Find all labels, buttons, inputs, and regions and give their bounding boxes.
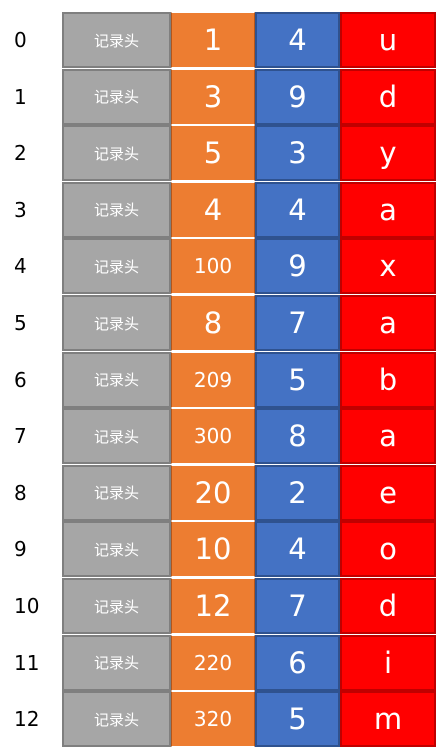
letter-cell: a <box>340 295 436 351</box>
letter-cell: m <box>340 691 436 748</box>
number-cell: 1 <box>171 12 255 68</box>
row-index: 1 <box>14 84 27 109</box>
letter-cell: o <box>340 521 436 578</box>
letter-cell: i <box>340 634 436 691</box>
digit-cell: 4 <box>255 181 340 238</box>
letter-cell: b <box>340 351 436 408</box>
number-cell: 4 <box>171 181 255 238</box>
row-index: 5 <box>14 311 27 335</box>
row-index: 2 <box>14 141 27 166</box>
record-header-cell: 记录头 <box>62 238 171 295</box>
record-header-cell: 记录头 <box>62 691 171 748</box>
number-cell: 5 <box>171 125 255 182</box>
digit-cell: 2 <box>255 464 340 521</box>
record-header-cell: 记录头 <box>62 181 171 238</box>
digit-cell: 3 <box>255 125 340 182</box>
record-header-cell: 记录头 <box>62 68 171 125</box>
number-cell: 320 <box>171 691 255 748</box>
record-row: 7 记录头 300 8 a <box>0 408 445 465</box>
record-row: 3 记录头 4 4 a <box>0 181 445 238</box>
record-header-cell: 记录头 <box>62 521 171 578</box>
digit-cell: 7 <box>255 578 340 634</box>
row-index: 8 <box>14 480 27 505</box>
number-cell: 3 <box>171 68 255 125</box>
record-row: 10 记录头 12 7 d <box>0 578 445 634</box>
letter-cell: u <box>340 12 436 68</box>
letter-cell: x <box>340 238 436 295</box>
digit-cell: 7 <box>255 295 340 351</box>
digit-cell: 9 <box>255 68 340 125</box>
digit-cell: 8 <box>255 408 340 465</box>
number-cell: 209 <box>171 351 255 408</box>
row-index: 6 <box>14 367 27 392</box>
record-row: 9 记录头 10 4 o <box>0 521 445 578</box>
record-row: 5 记录头 8 7 a <box>0 295 445 351</box>
record-row: 12 记录头 320 5 m <box>0 691 445 748</box>
number-cell: 100 <box>171 238 255 295</box>
digit-cell: 5 <box>255 351 340 408</box>
row-index: 9 <box>14 537 27 562</box>
record-row: 8 记录头 20 2 e <box>0 464 445 521</box>
record-row: 11 记录头 220 6 i <box>0 634 445 691</box>
record-row: 4 记录头 100 9 x <box>0 238 445 295</box>
number-cell: 10 <box>171 521 255 578</box>
digit-cell: 9 <box>255 238 340 295</box>
record-row: 2 记录头 5 3 y <box>0 125 445 182</box>
row-index: 3 <box>14 197 27 222</box>
record-row: 0 记录头 1 4 u <box>0 12 445 68</box>
letter-cell: y <box>340 125 436 182</box>
letter-cell: d <box>340 578 436 634</box>
number-cell: 300 <box>171 408 255 465</box>
record-header-cell: 记录头 <box>62 125 171 182</box>
row-index: 0 <box>14 28 27 52</box>
record-header-cell: 记录头 <box>62 464 171 521</box>
record-header-cell: 记录头 <box>62 578 171 634</box>
row-index: 10 <box>14 594 40 618</box>
number-cell: 220 <box>171 634 255 691</box>
number-cell: 20 <box>171 464 255 521</box>
number-cell: 8 <box>171 295 255 351</box>
letter-cell: d <box>340 68 436 125</box>
record-header-cell: 记录头 <box>62 634 171 691</box>
letter-cell: a <box>340 408 436 465</box>
row-index: 12 <box>14 707 40 732</box>
record-header-cell: 记录头 <box>62 351 171 408</box>
digit-cell: 6 <box>255 634 340 691</box>
record-header-cell: 记录头 <box>62 12 171 68</box>
record-row: 6 记录头 209 5 b <box>0 351 445 408</box>
record-row: 1 记录头 3 9 d <box>0 68 445 125</box>
digit-cell: 4 <box>255 521 340 578</box>
row-index: 7 <box>14 424 27 449</box>
letter-cell: a <box>340 181 436 238</box>
number-cell: 12 <box>171 578 255 634</box>
digit-cell: 5 <box>255 691 340 748</box>
digit-cell: 4 <box>255 12 340 68</box>
record-header-cell: 记录头 <box>62 408 171 465</box>
row-index: 4 <box>14 254 27 279</box>
record-header-cell: 记录头 <box>62 295 171 351</box>
letter-cell: e <box>340 464 436 521</box>
row-index: 11 <box>14 650 40 675</box>
